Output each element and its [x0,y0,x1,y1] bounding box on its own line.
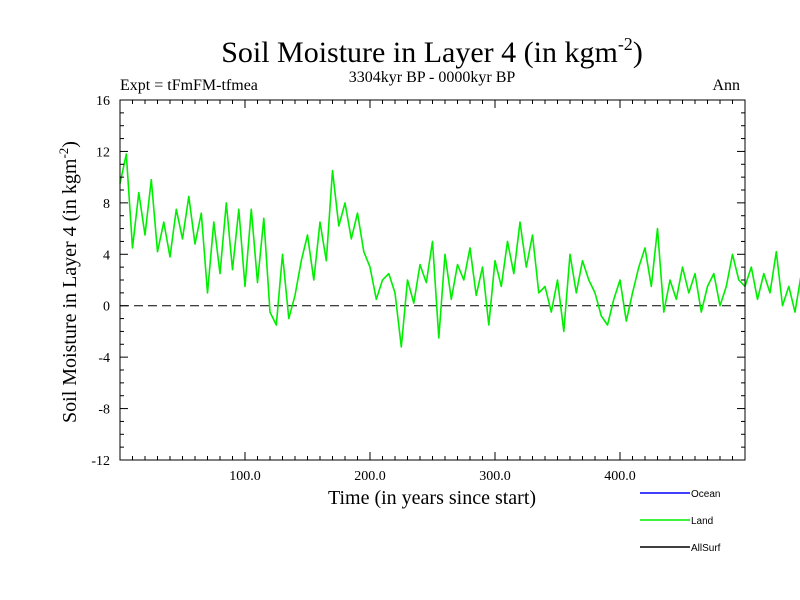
y-tick-label: -4 [98,351,110,366]
y-tick-label: 12 [96,145,110,160]
series-group [119,153,800,348]
chart-title-superscript: -2 [618,34,633,54]
legend: Ocean Land AllSurf [640,489,721,554]
legend-label-allsurf: AllSurf [691,543,721,554]
y-axis-label-superscript: -2 [56,148,71,159]
chart-title: Soil Moisture in Layer 4 (in kgm-2) [221,34,643,69]
x-tick-labels: 100.0 200.0 300.0 400.0 [229,469,636,484]
season-label: Ann [712,77,740,94]
y-axis-label: Soil Moisture in Layer 4 (in kgm-2) [56,141,81,423]
y-tick-label: 16 [96,94,110,109]
experiment-label: Expt = tFmFM-tfmea [120,77,258,94]
y-tick-label: 0 [103,300,110,315]
y-tick-label: 4 [103,248,110,263]
series-line-land [119,153,800,348]
x-axis-label: Time (in years since start) [328,487,536,509]
legend-label-land: Land [691,516,713,527]
chart-title-main: Soil Moisture in Layer 4 (in kgm [221,36,618,69]
x-tick-label: 400.0 [604,469,636,484]
x-tick-label: 200.0 [354,469,386,484]
y-tick-label: -8 [98,403,110,418]
y-tick-labels: -12 -8 -4 0 4 8 12 16 [91,94,110,469]
x-tick-label: 300.0 [479,469,511,484]
x-tick-label: 100.0 [229,469,261,484]
chart-title-close: ) [633,36,643,69]
legend-label-ocean: Ocean [691,489,720,500]
y-tick-label: 8 [103,197,110,212]
y-tick-label: -12 [91,454,110,469]
chart-subtitle: 3304kyr BP - 0000kyr BP [349,69,516,86]
tick-marks-group [120,99,745,461]
y-axis-label-main: Soil Moisture in Layer 4 (in kgm [59,158,81,423]
y-axis-label-close: ) [59,141,81,148]
